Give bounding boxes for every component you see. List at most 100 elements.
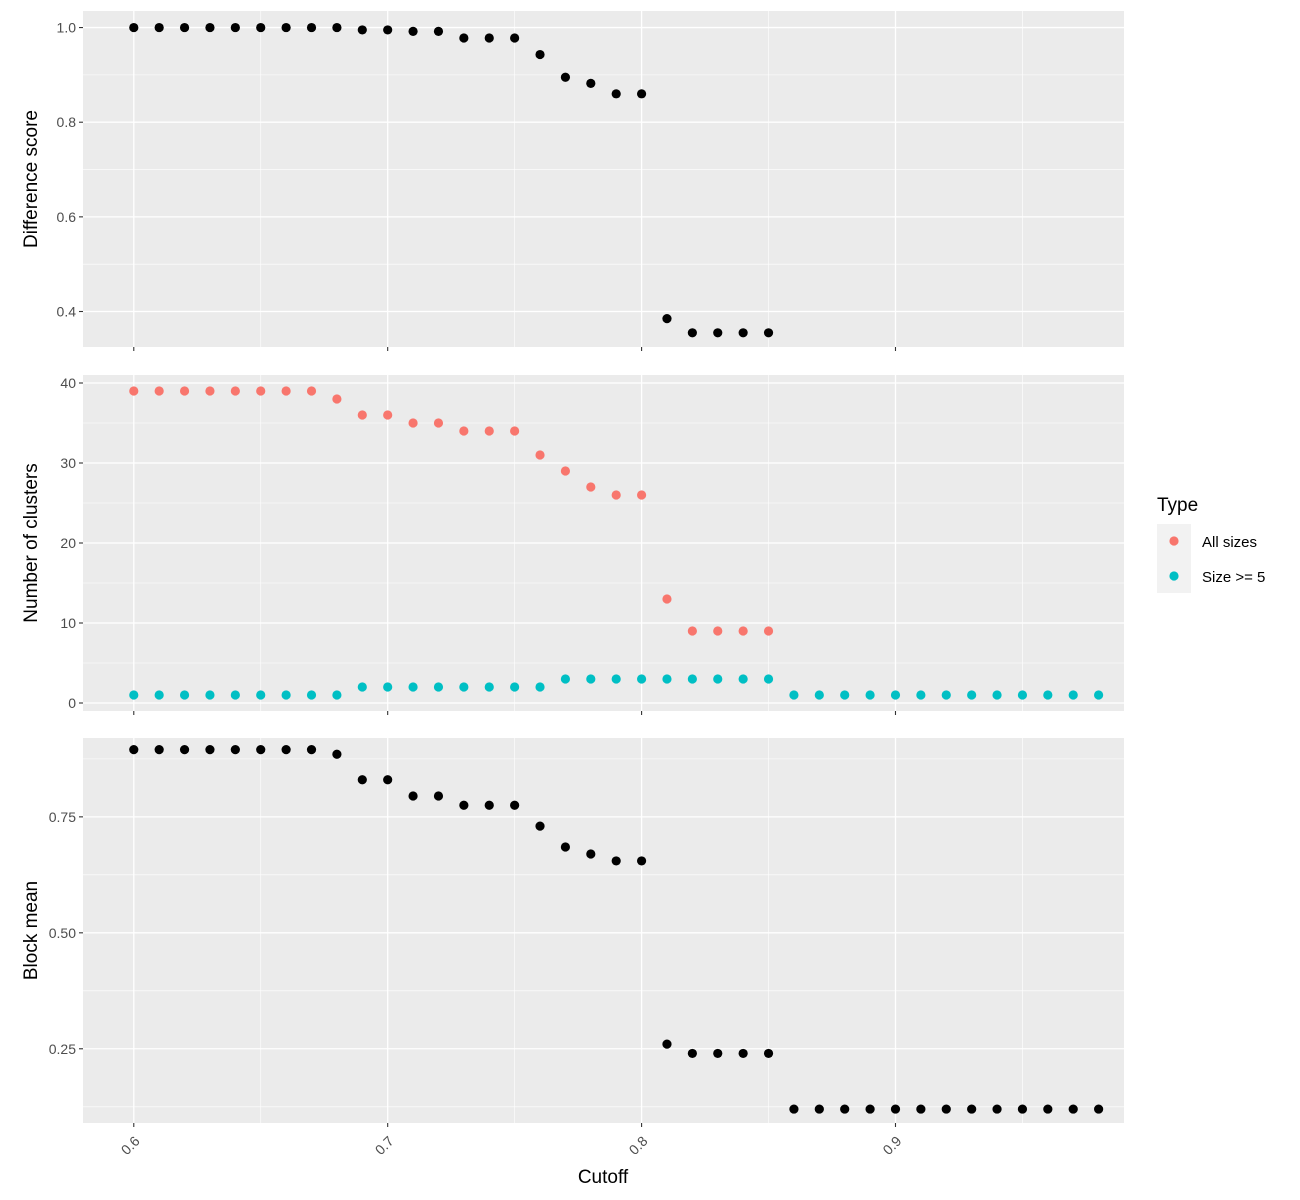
data-point	[256, 690, 266, 700]
data-point	[1068, 690, 1078, 700]
data-point	[763, 674, 774, 684]
data-point	[586, 849, 596, 859]
data-point	[484, 682, 494, 692]
data-point	[535, 821, 545, 831]
data-point	[1017, 1104, 1028, 1114]
data-point	[129, 386, 139, 396]
data-point	[636, 856, 647, 866]
data-point	[179, 744, 190, 755]
data-point	[306, 690, 317, 700]
data-point	[586, 674, 596, 684]
data-point	[510, 33, 520, 43]
panel-top: 0.4 0.6 0.8 1.0 Difference score	[21, 11, 1124, 351]
data-point	[154, 744, 164, 755]
data-point	[687, 626, 697, 636]
data-point	[408, 682, 418, 692]
data-point	[763, 1048, 774, 1059]
data-point	[281, 22, 291, 33]
data-point	[560, 72, 571, 82]
y-tick-label: 0	[68, 695, 76, 711]
y-tick-label: 40	[60, 375, 76, 391]
data-point	[941, 1104, 951, 1114]
data-point	[662, 1039, 672, 1049]
data-point	[789, 690, 799, 700]
data-point	[154, 22, 164, 33]
data-point	[459, 800, 469, 810]
data-point	[484, 426, 494, 436]
y-tick-label: 0.75	[49, 809, 76, 825]
x-axis-title: Cutoff	[578, 1167, 629, 1188]
data-point	[611, 856, 621, 866]
data-point	[662, 594, 672, 604]
data-point	[662, 674, 672, 684]
data-point	[154, 386, 164, 396]
data-point	[357, 25, 367, 35]
data-point	[459, 682, 469, 692]
data-point	[383, 775, 393, 785]
data-point	[763, 626, 774, 636]
data-point	[357, 682, 367, 692]
data-point	[433, 791, 444, 801]
series-points-bottom	[129, 744, 1104, 1114]
data-point	[560, 674, 571, 684]
data-point	[281, 386, 291, 396]
data-point	[738, 674, 748, 684]
data-point	[738, 328, 748, 338]
y-tick-label: 0.25	[49, 1041, 76, 1057]
data-point	[205, 22, 215, 33]
data-point	[814, 1104, 824, 1114]
legend-key-all-sizes	[1169, 536, 1179, 546]
data-point	[840, 690, 850, 700]
data-point	[256, 386, 266, 396]
y-tick-label: 20	[60, 535, 76, 551]
data-point	[179, 690, 190, 700]
data-point	[738, 1048, 748, 1059]
data-point	[890, 1104, 901, 1114]
y-tick-label: 0.50	[49, 925, 76, 941]
data-point	[916, 690, 926, 700]
panel-background	[83, 738, 1124, 1123]
data-point	[763, 328, 774, 338]
data-point	[662, 314, 672, 324]
data-point	[611, 89, 621, 99]
data-point	[1094, 690, 1104, 700]
data-point	[789, 1104, 799, 1114]
data-point	[611, 674, 621, 684]
data-point	[713, 328, 723, 338]
series-size-5	[129, 674, 1104, 700]
y-tick-label: 0.6	[57, 209, 77, 225]
data-point	[357, 410, 367, 420]
series-points-top	[129, 22, 774, 338]
data-point	[1094, 1104, 1104, 1114]
data-point	[433, 26, 444, 36]
data-point	[738, 626, 748, 636]
data-point	[129, 22, 139, 33]
data-point	[535, 450, 545, 460]
data-point	[865, 1104, 875, 1114]
y-tick-label: 1.0	[57, 20, 77, 36]
data-point	[814, 690, 824, 700]
data-point	[713, 1048, 723, 1059]
data-point	[306, 22, 317, 33]
x-tick-label: 0.7	[372, 1133, 397, 1158]
data-point	[357, 775, 367, 785]
panel-middle: 0 10 20 30 40 Number of clusters	[21, 375, 1124, 715]
data-point	[535, 682, 545, 692]
y-tick-label: 0.8	[57, 114, 77, 130]
data-point	[687, 674, 697, 684]
data-point	[865, 690, 875, 700]
data-point	[129, 744, 139, 755]
data-point	[230, 386, 240, 396]
data-point	[636, 89, 647, 99]
data-point	[535, 49, 545, 60]
data-point	[687, 1048, 697, 1059]
data-point	[840, 1104, 850, 1114]
data-point	[1017, 690, 1028, 700]
legend-title: Type	[1157, 495, 1198, 516]
legend-label-all-sizes: All sizes	[1202, 534, 1257, 551]
data-point	[484, 33, 494, 43]
legend: Type All sizes Size >= 5	[1157, 495, 1265, 593]
data-point	[154, 690, 164, 700]
data-point	[992, 1104, 1002, 1114]
legend-label-size-ge-5: Size >= 5	[1202, 569, 1265, 586]
